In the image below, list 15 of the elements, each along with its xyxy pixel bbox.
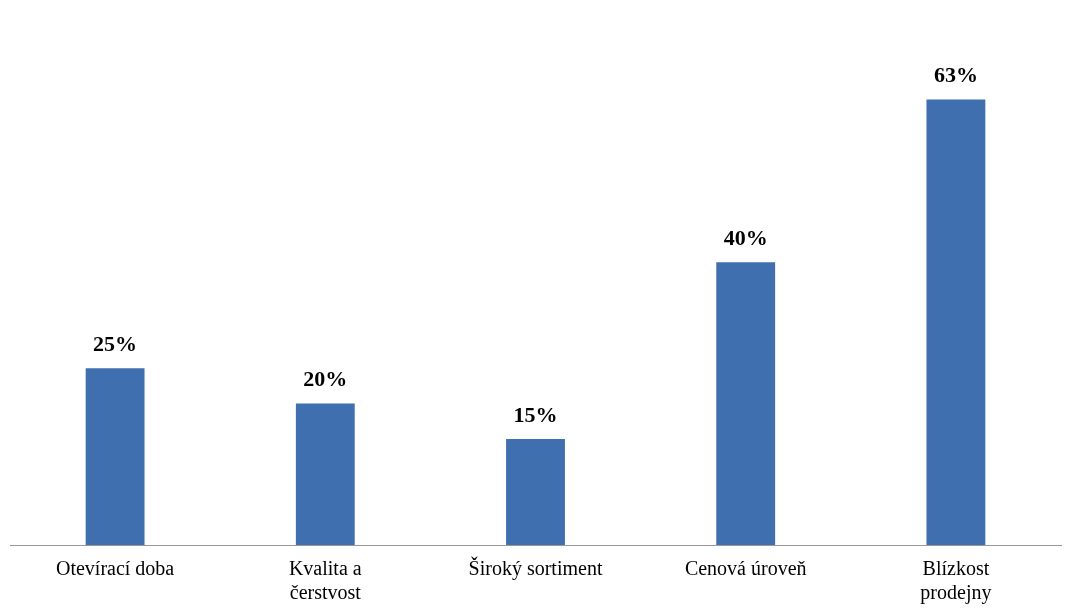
- x-tick-label: Cenová úroveň: [684, 557, 807, 580]
- bar: [506, 438, 565, 545]
- bar: [926, 99, 986, 545]
- data-label: 20%: [303, 366, 348, 392]
- bar: [716, 262, 776, 545]
- x-tick-label: Široký sortiment: [468, 556, 603, 581]
- x-tick-label: Otevírací doba: [55, 557, 175, 580]
- data-label: 63%: [933, 62, 978, 88]
- data-label: 15%: [513, 401, 558, 427]
- bar: [295, 403, 355, 545]
- bar: [85, 368, 145, 545]
- x-tick-label: Blízkost prodejny: [920, 557, 992, 605]
- data-label: 25%: [93, 330, 138, 356]
- x-tick-label: Kvalita a čerstvost: [288, 557, 362, 604]
- data-label: 40%: [723, 224, 768, 250]
